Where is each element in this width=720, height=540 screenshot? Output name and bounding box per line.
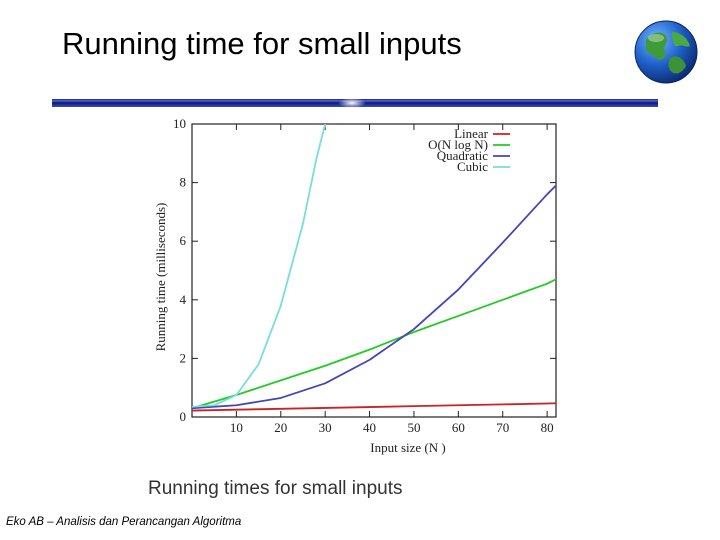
series-line-o-n-log-n xyxy=(192,278,556,410)
plot-frame xyxy=(191,123,557,418)
y-axis-label: Running time (milliseconds) xyxy=(153,203,168,352)
x-axis-label: Input size (N ) xyxy=(370,440,445,455)
axes: 10 20 30 40 50 60 70 80 0 2 4 6 8 10 xyxy=(173,116,557,435)
series-line-cubic xyxy=(192,124,327,408)
y-tick-label: 10 xyxy=(173,116,186,131)
footer-text: Eko AB – Analisis dan Perancangan Algori… xyxy=(6,516,242,528)
title-rule xyxy=(52,98,658,108)
chart: 10 20 30 40 50 60 70 80 0 2 4 6 8 10 Linear O(N log N)… xyxy=(148,112,568,500)
y-tick-label: 8 xyxy=(180,175,187,190)
x-tick-label: 30 xyxy=(319,420,332,435)
x-tick-label: 50 xyxy=(407,420,420,435)
x-tick-label: 80 xyxy=(541,420,554,435)
x-tick-label: 40 xyxy=(363,420,376,435)
x-tick-label: 60 xyxy=(452,420,465,435)
y-tick-label: 2 xyxy=(180,350,187,365)
y-tick-label: 0 xyxy=(180,409,187,424)
series-line-linear xyxy=(192,402,556,412)
series-layer xyxy=(192,124,556,412)
legend-label: O(N log N) xyxy=(428,137,488,152)
x-tick-label: 20 xyxy=(274,420,287,435)
legend-label: Quadratic xyxy=(437,148,488,163)
legend-label: Cubic xyxy=(457,159,488,174)
x-tick-label: 10 xyxy=(230,420,243,435)
legend-label: Linear xyxy=(454,126,489,141)
y-tick-label: 4 xyxy=(180,292,187,307)
globe-icon xyxy=(634,20,698,84)
series-line-quadratic xyxy=(192,184,556,410)
slide-title: Running time for small inputs xyxy=(62,26,462,61)
y-tick-label: 6 xyxy=(180,233,187,248)
x-tick-label: 70 xyxy=(496,420,509,435)
chart-caption: Running times for small inputs xyxy=(148,478,403,499)
